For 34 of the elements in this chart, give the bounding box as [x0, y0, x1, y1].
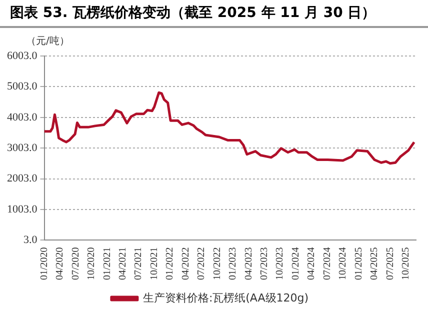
x-tick-label: 07/2023 [258, 247, 270, 280]
x-tick-label: 01/2021 [102, 247, 113, 280]
x-tick-label: 07/2022 [196, 247, 208, 280]
x-tick-label: 10/2023 [274, 247, 286, 280]
x-tick-label: 04/2024 [306, 247, 318, 280]
x-tick-label: 01/2024 [290, 247, 302, 280]
x-tick-label: 01/2023 [228, 247, 239, 280]
x-tick-label: 10/2021 [148, 247, 160, 280]
x-tick-label: 01/2025 [353, 247, 364, 280]
x-tick-label: 10/2024 [338, 247, 349, 280]
y-tick-label: 4003.0 [7, 111, 38, 124]
x-tick-label: 04/2022 [180, 247, 192, 280]
y-tick-label: 6003.0 [7, 50, 38, 62]
chart-title: 图表 53. 瓦楞纸价格变动（截至 2025 年 11 月 30 日） [0, 0, 428, 28]
y-tick-label: 2003.0 [7, 172, 38, 185]
legend-label: 生产资料价格:瓦楞纸(AA级120g) [142, 291, 309, 304]
y-tick-label: 5003.0 [7, 80, 38, 93]
x-tick-label: 04/2020 [54, 247, 66, 280]
y-tick-label: 3.0 [24, 234, 38, 246]
x-tick-label: 07/2025 [384, 247, 396, 280]
x-tick-label: 10/2020 [86, 247, 98, 280]
x-tick-label: 01/2022 [164, 247, 176, 280]
x-tick-label: 07/2020 [70, 247, 82, 280]
y-tick-label: 1003.0 [7, 203, 38, 216]
x-tick-label: 07/2021 [133, 247, 144, 280]
x-tick-label: 04/2021 [117, 247, 128, 280]
y-tick-label: 3003.0 [7, 142, 38, 154]
x-tick-label: 04/2025 [369, 247, 380, 280]
x-tick-label: 10/2025 [400, 247, 412, 280]
x-tick-label: 04/2023 [243, 247, 254, 280]
y-axis-title: （元/吨） [26, 34, 70, 48]
x-tick-label: 07/2024 [322, 247, 333, 280]
x-tick-label: 10/2022 [212, 247, 223, 280]
x-tick-label: 01/2020 [38, 247, 50, 280]
